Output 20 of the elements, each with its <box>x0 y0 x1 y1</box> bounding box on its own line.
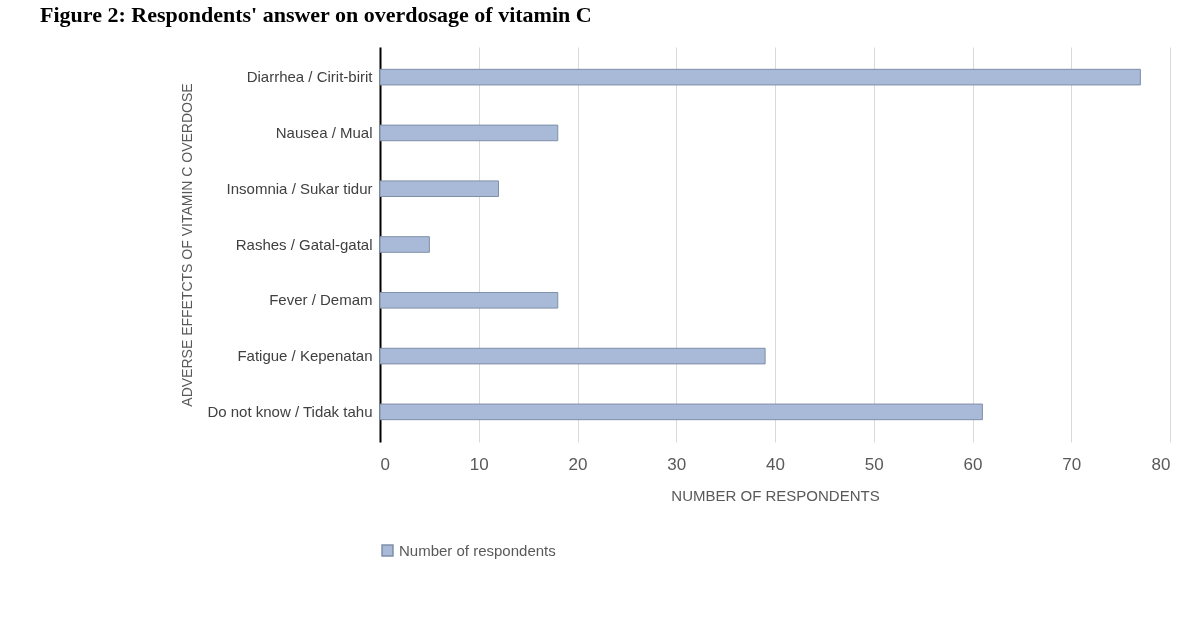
x-tick-label: 70 <box>1062 454 1082 474</box>
x-tick-label: 40 <box>766 454 785 474</box>
x-tick-label: 30 <box>667 454 687 474</box>
x-axis-title: NUMBER OF RESPONDENTS <box>671 486 880 504</box>
legend-label: Number of respondents <box>399 541 556 559</box>
x-tick-label: 50 <box>864 454 884 474</box>
y-tick-label: Fatigue / Kepenatan <box>237 347 373 365</box>
chart-title: Figure 2: Respondents' answer on overdosage of vitamin C <box>40 2 592 27</box>
y-tick-label: Insomnia / Sukar tidur <box>226 179 373 197</box>
y-axis-title: ADVERSE EFFETCTS OF VITAMIN C OVERDOSE <box>179 83 196 407</box>
x-tick-label: 20 <box>568 454 588 474</box>
y-tick-label: Fever / Demam <box>269 291 373 309</box>
x-tick-label: 60 <box>963 454 983 474</box>
x-tick-label: 0 <box>380 454 390 474</box>
x-tick-label: 10 <box>469 454 489 474</box>
y-tick-label: Diarrhea / Cirit-birit <box>246 68 374 86</box>
x-tick-label: 80 <box>1151 454 1171 474</box>
y-tick-label: Do not know / Tidak tahu <box>207 402 373 420</box>
y-tick-label: Nausea / Mual <box>275 123 373 141</box>
y-tick-label: Rashes / Gatal-gatal <box>235 235 373 253</box>
